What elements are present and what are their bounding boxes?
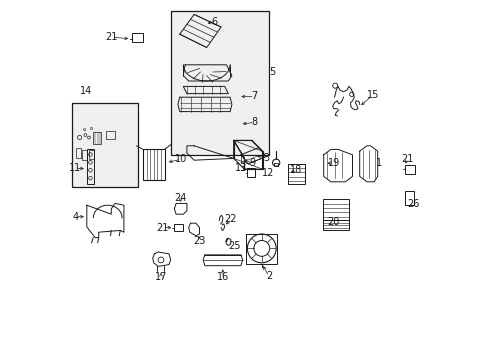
Bar (142, 149, 164, 180)
Bar (288, 164, 304, 184)
Bar (322, 199, 348, 220)
Bar (132, 33, 142, 42)
Text: 15: 15 (366, 90, 378, 100)
Text: 5: 5 (268, 67, 275, 77)
Bar (404, 191, 413, 205)
Text: 3: 3 (263, 153, 269, 163)
Text: 7: 7 (251, 91, 257, 102)
Text: 26: 26 (406, 199, 418, 210)
Text: 8: 8 (251, 117, 257, 127)
Text: 1: 1 (376, 158, 382, 168)
Bar (72, 103, 137, 187)
Text: 10: 10 (175, 154, 187, 164)
Text: 9: 9 (249, 158, 255, 168)
Text: 13: 13 (234, 163, 246, 174)
Text: 20: 20 (327, 217, 339, 228)
Bar (93, 132, 101, 144)
Text: 23: 23 (193, 236, 205, 246)
Text: 11: 11 (69, 163, 81, 174)
Text: 6: 6 (211, 17, 217, 27)
Bar (247, 168, 255, 177)
Text: 17: 17 (155, 272, 167, 282)
Text: 21: 21 (400, 154, 412, 164)
Text: 14: 14 (80, 86, 92, 96)
Bar (106, 131, 115, 139)
Text: 19: 19 (327, 158, 339, 168)
Text: 21: 21 (105, 32, 117, 42)
Bar (273, 163, 278, 166)
Text: 25: 25 (228, 240, 240, 251)
Bar (82, 150, 87, 160)
Text: 4: 4 (72, 212, 78, 222)
Text: 2: 2 (265, 271, 271, 282)
Text: 21: 21 (156, 222, 168, 233)
Bar (322, 220, 348, 230)
Bar (76, 148, 81, 158)
Bar (174, 224, 183, 231)
Text: 18: 18 (289, 165, 302, 175)
Bar (171, 11, 268, 155)
Text: 22: 22 (224, 214, 237, 224)
Bar (404, 165, 414, 174)
Text: 12: 12 (261, 168, 274, 178)
Text: 16: 16 (216, 272, 228, 282)
Bar (89, 150, 94, 159)
Text: 24: 24 (174, 193, 186, 203)
Bar (87, 149, 94, 184)
